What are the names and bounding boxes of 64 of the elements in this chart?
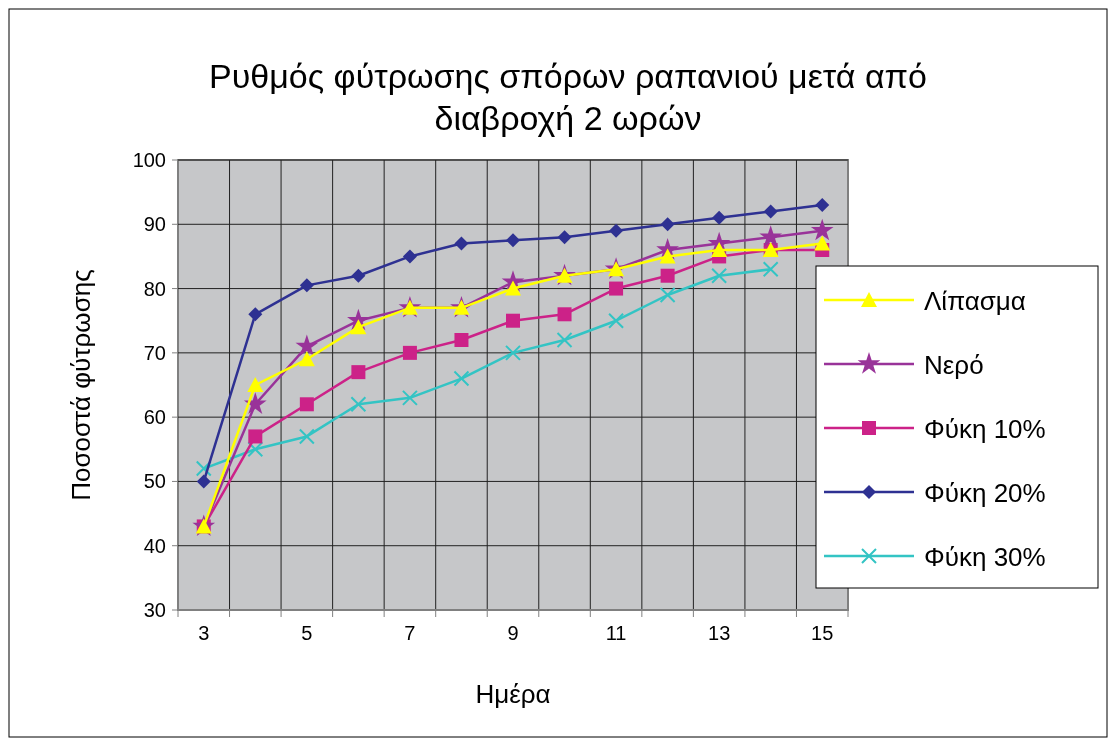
point — [711, 267, 728, 284]
x-tick-label: 9 — [507, 622, 519, 644]
point — [556, 332, 573, 348]
point — [295, 334, 319, 357]
point — [196, 474, 211, 489]
y-tick-label: 30 — [143, 599, 166, 621]
point — [557, 230, 572, 245]
point — [712, 210, 727, 225]
x-tick-label: 5 — [301, 622, 313, 644]
point — [660, 268, 675, 283]
point — [351, 268, 366, 283]
point — [609, 281, 624, 296]
point — [248, 429, 263, 444]
y-axis-title: Ποσοστά φύτρωσης — [66, 269, 96, 501]
point — [195, 460, 212, 477]
y-tick-label: 70 — [143, 341, 166, 364]
x-tick-label: 13 — [708, 622, 731, 644]
y-tick-label: 80 — [143, 277, 166, 300]
y-tick-label: 50 — [143, 470, 166, 493]
point — [299, 397, 314, 412]
point — [298, 351, 315, 367]
point — [810, 218, 834, 241]
point — [759, 225, 783, 247]
point — [247, 441, 264, 458]
point — [609, 223, 624, 238]
point — [350, 396, 367, 413]
legend-label: Λίπασμα — [924, 286, 1026, 316]
point — [763, 204, 778, 219]
point — [814, 235, 831, 251]
point — [815, 198, 830, 212]
legend-label: Φύκη 10% — [924, 414, 1046, 444]
x-tick-label: 15 — [811, 622, 834, 644]
point — [402, 249, 417, 264]
y-tick-label: 60 — [143, 406, 166, 429]
point — [506, 313, 520, 328]
point — [401, 389, 418, 406]
point — [660, 217, 675, 232]
x-tick-label: 7 — [404, 622, 416, 644]
legend-label: Νερό — [924, 350, 984, 380]
point — [351, 365, 366, 380]
legend-label: Φύκη 20% — [924, 478, 1046, 508]
x-axis-title: Ημέρα — [475, 679, 551, 709]
point — [659, 287, 676, 303]
point — [402, 345, 417, 360]
y-tick-label: 100 — [132, 149, 166, 171]
point — [505, 344, 521, 361]
legend-label: Φύκη 30% — [924, 542, 1046, 572]
point — [557, 307, 572, 322]
y-tick-label: 40 — [143, 534, 166, 557]
point — [454, 236, 469, 251]
point — [453, 370, 470, 387]
y-tick-label: 90 — [143, 213, 166, 236]
point — [299, 278, 314, 293]
point — [247, 377, 264, 392]
chart-title: Ρυθμός φύτρωσης σπόρων ραπανιού μετά από διαβροχή 2 ωρών — [209, 57, 927, 137]
x-tick-label: 11 — [605, 622, 627, 644]
x-tick-label: 3 — [198, 622, 210, 644]
point — [243, 392, 267, 414]
point — [248, 307, 263, 322]
point — [298, 428, 315, 445]
point — [454, 333, 469, 347]
point — [762, 261, 779, 278]
point — [608, 312, 625, 329]
point — [506, 233, 520, 248]
